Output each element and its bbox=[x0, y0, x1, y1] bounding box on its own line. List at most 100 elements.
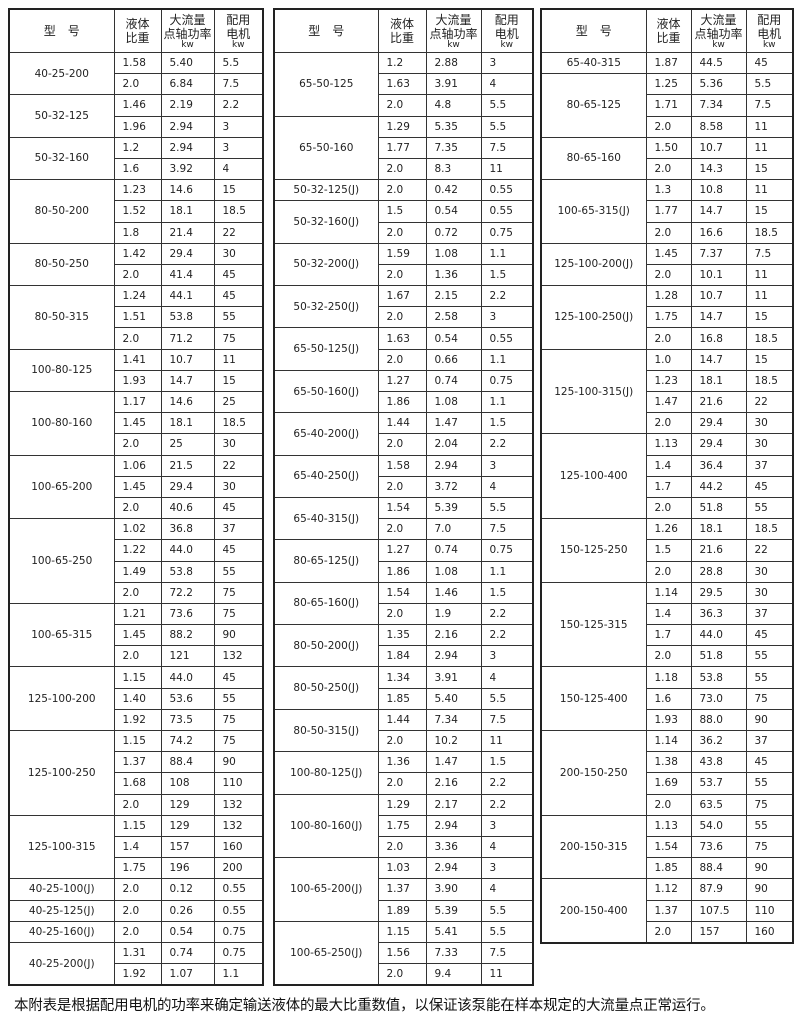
model-cell: 100-80-125(J) bbox=[273, 751, 379, 795]
specific-gravity-cell: 1.40 bbox=[113, 687, 162, 710]
shaft-power-cell: 0.74 bbox=[425, 539, 482, 562]
shaft-power-cell: 41.4 bbox=[160, 263, 215, 287]
table-row: 40-25-200 1.58 5.40 5.5 bbox=[8, 51, 264, 96]
table-row: 2.0 2.16 2.2 bbox=[274, 772, 534, 795]
shaft-power-cell: 157 bbox=[160, 835, 215, 859]
specific-gravity-cell: 1.50 bbox=[645, 136, 692, 159]
shaft-power-cell: 5.41 bbox=[425, 920, 482, 943]
specific-gravity-cell: 1.29 bbox=[377, 793, 427, 816]
shaft-power-cell: 7.34 bbox=[425, 708, 482, 732]
table-row: 1.45 18.1 18.5 bbox=[9, 412, 264, 435]
header-shaft-power: 大流量 点轴功率 kw bbox=[690, 8, 747, 53]
motor-power-cell: 0.55 bbox=[480, 179, 534, 202]
table-row: 1.37 107.5 110 bbox=[541, 899, 794, 922]
shaft-power-cell: 29.4 bbox=[690, 412, 747, 435]
shaft-power-cell: 51.8 bbox=[690, 645, 747, 668]
table-row: 200-150-400 1.12 87.9 90 bbox=[540, 878, 794, 944]
specific-gravity-cell: 1.41 bbox=[113, 348, 162, 371]
motor-power-cell: 200 bbox=[213, 857, 264, 880]
specific-gravity-cell: 1.37 bbox=[377, 878, 427, 901]
specific-gravity-cell: 1.46 bbox=[113, 94, 162, 117]
shaft-power-cell: 2.94 bbox=[160, 115, 215, 138]
table-row: 2.0 16.8 18.5 bbox=[541, 327, 794, 350]
table-row: 1.38 43.8 45 bbox=[541, 751, 794, 774]
header-specific-gravity: 液体 比重 bbox=[377, 8, 427, 53]
motor-power-cell: 2.2 bbox=[480, 772, 534, 795]
shaft-power-cell: 3.91 bbox=[425, 666, 482, 689]
motor-power-cell: 2.2 bbox=[480, 602, 534, 626]
table-row: 100-80-160(J) 1.29 2.17 2.2 bbox=[273, 793, 534, 859]
specific-gravity-cell: 1.18 bbox=[645, 666, 692, 689]
specific-gravity-cell: 1.75 bbox=[377, 814, 427, 837]
model-cell: 80-50-315(J) bbox=[273, 708, 379, 753]
motor-power-cell: 0.75 bbox=[480, 369, 534, 393]
specific-gravity-cell: 2.0 bbox=[113, 73, 162, 96]
specific-gravity-cell: 1.6 bbox=[645, 687, 692, 710]
model-cell: 150-125-400 bbox=[540, 666, 647, 731]
shaft-power-cell: 10.2 bbox=[425, 729, 482, 753]
motor-power-cell: 75 bbox=[213, 327, 264, 350]
pump-table-2: 型 号液体 比重 大流量 点轴功率 kw 配用 电机 kw 65-50-125 1.2 2.88 3 1… bbox=[273, 8, 534, 987]
motor-power-cell: 90 bbox=[745, 857, 794, 880]
header-shaft-power-text: 点轴功率 bbox=[694, 26, 743, 41]
shaft-power-cell: 53.8 bbox=[160, 560, 215, 583]
shaft-power-cell: 44.5 bbox=[690, 51, 747, 75]
table-row: 65-50-160(J) 1.27 0.74 0.75 bbox=[273, 369, 534, 414]
motor-power-cell: 2.2 bbox=[480, 433, 534, 456]
header-shaft-power: 大流量 点轴功率 kw bbox=[160, 8, 215, 53]
motor-power-cell: 18.5 bbox=[213, 200, 264, 223]
motor-power-cell: 18.5 bbox=[745, 369, 794, 393]
motor-power-cell: 2.2 bbox=[480, 624, 534, 647]
shaft-power-cell: 0.54 bbox=[425, 200, 482, 223]
table-row: 1.86 1.08 1.1 bbox=[274, 560, 534, 583]
model-cell: 125-100-315 bbox=[8, 814, 115, 880]
specific-gravity-cell: 1.93 bbox=[645, 708, 692, 732]
table-row: 100-80-160 1.17 14.6 25 bbox=[8, 390, 264, 456]
shaft-power-cell: 88.4 bbox=[690, 857, 747, 880]
specific-gravity-cell: 2.0 bbox=[377, 348, 427, 371]
motor-power-cell: 0.55 bbox=[480, 200, 534, 223]
model-cell: 65-50-125 bbox=[273, 52, 379, 117]
shaft-power-cell: 53.8 bbox=[690, 666, 747, 689]
table-row: 100-80-125(J) 1.36 1.47 1.5 bbox=[273, 751, 534, 795]
motor-power-cell: 55 bbox=[745, 496, 794, 520]
motor-power-cell: 90 bbox=[745, 708, 794, 732]
table-row: 1.89 5.39 5.5 bbox=[274, 899, 534, 922]
specific-gravity-cell: 1.0 bbox=[645, 348, 692, 371]
footnote: 本附表是根据配用电机的功率来确定输送液体的最大比重数值，以保证该泵能在样本规定的… bbox=[14, 998, 715, 1014]
table-row: 2.0 28.8 30 bbox=[541, 560, 794, 583]
specific-gravity-cell: 2.0 bbox=[113, 263, 162, 287]
motor-power-cell: 3 bbox=[480, 857, 534, 880]
specific-gravity-cell: 1.34 bbox=[377, 666, 427, 689]
motor-power-cell: 2.2 bbox=[213, 94, 264, 117]
table-row: 1.40 53.6 55 bbox=[9, 687, 264, 710]
motor-power-cell: 1.1 bbox=[480, 242, 534, 265]
shaft-power-cell: 21.6 bbox=[690, 390, 747, 414]
specific-gravity-cell: 1.86 bbox=[377, 390, 427, 414]
shaft-power-cell: 36.3 bbox=[690, 602, 747, 626]
table-row: 80-50-200 1.23 14.6 15 bbox=[8, 179, 264, 244]
motor-power-cell: 5.5 bbox=[480, 94, 534, 117]
table-row: 1.22 44.0 45 bbox=[9, 539, 264, 562]
table-row: 2.0 29.4 30 bbox=[541, 412, 794, 435]
shaft-power-cell: 7.0 bbox=[425, 518, 482, 541]
table-row: 2.0 8.58 11 bbox=[541, 115, 794, 138]
shaft-power-cell: 108 bbox=[160, 772, 215, 795]
table-row: 2.0 51.8 55 bbox=[541, 645, 794, 668]
model-cell: 65-50-160(J) bbox=[273, 369, 379, 414]
table-row: 100-80-125 1.41 10.7 11 bbox=[8, 348, 264, 393]
table-row: 150-125-250 1.26 18.1 18.5 bbox=[540, 518, 794, 583]
table-row: 100-65-250(J) 1.15 5.41 5.5 bbox=[273, 920, 534, 986]
specific-gravity-cell: 1.02 bbox=[113, 518, 162, 541]
motor-power-cell: 15 bbox=[213, 369, 264, 393]
specific-gravity-cell: 2.0 bbox=[377, 94, 427, 117]
shaft-power-cell: 14.7 bbox=[690, 306, 747, 329]
shaft-power-cell: 21.4 bbox=[160, 221, 215, 244]
shaft-power-cell: 18.1 bbox=[690, 369, 747, 393]
shaft-power-cell: 196 bbox=[160, 857, 215, 880]
motor-power-cell: 37 bbox=[745, 454, 794, 477]
model-cell: 65-50-160 bbox=[273, 115, 379, 181]
shaft-power-cell: 5.40 bbox=[160, 51, 215, 75]
specific-gravity-cell: 1.14 bbox=[645, 729, 692, 753]
specific-gravity-cell: 1.12 bbox=[645, 878, 692, 901]
